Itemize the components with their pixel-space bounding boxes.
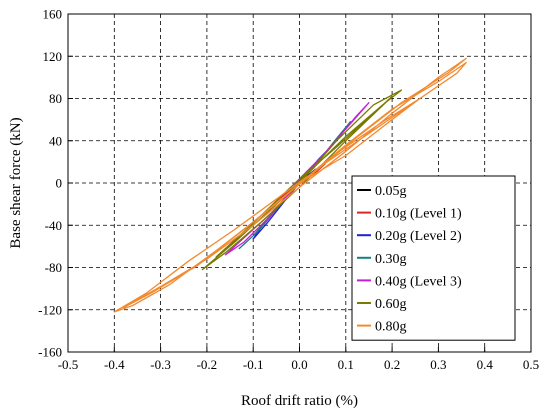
y-tick-label: -160 [38, 345, 62, 360]
legend-label: 0.05g [375, 184, 407, 199]
series-line-6 [113, 57, 467, 313]
legend-label: 0.40g (Level 3) [375, 274, 462, 289]
x-tick-label: -0.4 [104, 357, 125, 372]
legend-label: 0.60g [375, 297, 407, 312]
x-tick-label: 0.5 [523, 357, 539, 372]
legend-label: 0.30g [375, 252, 407, 267]
series-curves [113, 57, 467, 313]
legend: 0.05g 0.10g (Level 1) 0.20g (Level 2) 0.30g… [351, 175, 516, 341]
x-axis-title: Roof drift ratio (%) [241, 393, 358, 409]
x-tick-label: 0.1 [338, 357, 354, 372]
x-tick-label: -0.3 [150, 357, 171, 372]
legend-box [351, 175, 516, 341]
y-tick-label: -40 [45, 218, 62, 233]
legend-label: 0.80g [375, 320, 407, 335]
x-tick-label: 0.2 [384, 357, 400, 372]
axis-ticks: -0.5 -0.4 -0.3 -0.2 -0.1 0.0 0.1 0.2 0.3 0.4 0.5 16… [38, 7, 539, 373]
x-tick-label: 0.3 [430, 357, 446, 372]
series-line-5 [201, 89, 403, 271]
y-tick-label: -80 [45, 260, 62, 275]
y-axis-title: Base shear force (kN) [8, 117, 24, 248]
y-tick-label: 0 [56, 176, 63, 191]
x-tick-label: 0.4 [477, 357, 494, 372]
y-tick-label: 80 [49, 91, 62, 106]
legend-label: 0.20g (Level 2) [375, 229, 462, 244]
x-tick-label: -0.2 [197, 357, 218, 372]
y-tick-label: 120 [43, 49, 63, 64]
legend-label: 0.10g (Level 1) [375, 207, 462, 222]
x-tick-label: -0.1 [243, 357, 264, 372]
y-tick-label: -120 [38, 302, 62, 317]
y-tick-label: 40 [49, 133, 62, 148]
y-tick-label: 160 [43, 7, 63, 22]
x-tick-label: -0.5 [58, 357, 79, 372]
x-tick-label: 0.0 [291, 357, 307, 372]
